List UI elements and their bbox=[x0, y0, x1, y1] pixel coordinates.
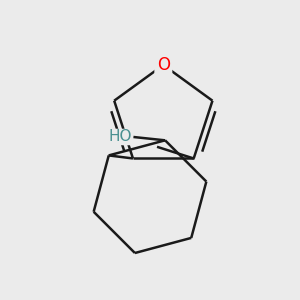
Text: O: O bbox=[157, 56, 170, 74]
Text: HO: HO bbox=[108, 130, 132, 145]
